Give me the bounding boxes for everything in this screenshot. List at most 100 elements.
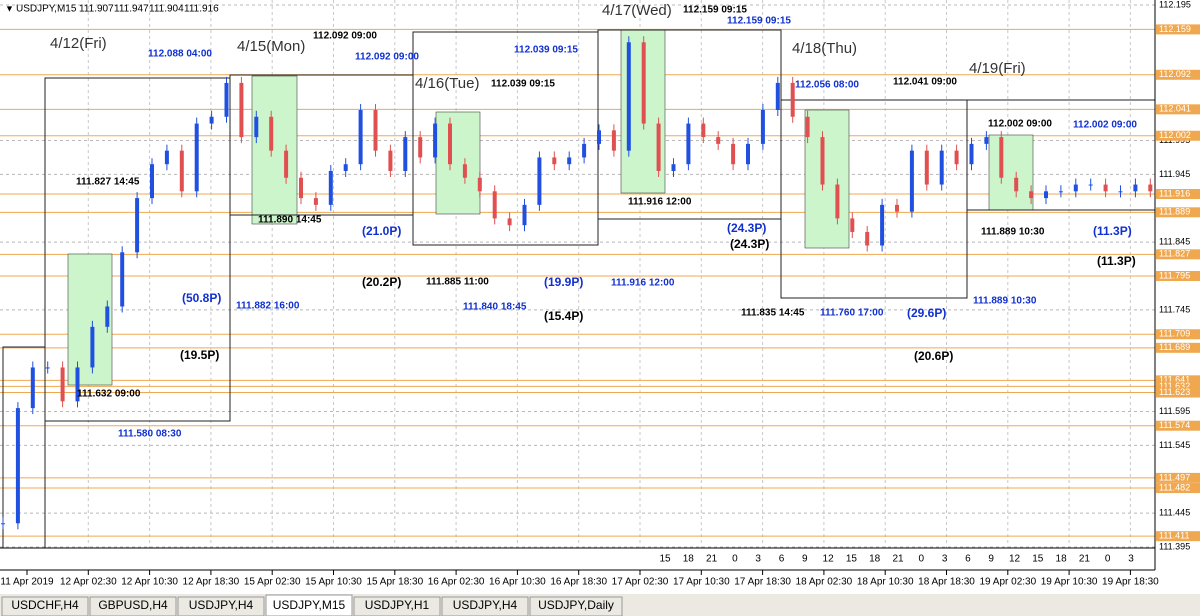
- tab[interactable]: [177, 596, 265, 616]
- level-tag: [1156, 420, 1200, 431]
- annotation: 111.889 10:30: [973, 296, 1037, 307]
- candle: [254, 116, 259, 138]
- level-tag: [1156, 207, 1200, 218]
- level-label: 111.632: [1159, 381, 1190, 391]
- price-tick-label: 111.445: [1159, 508, 1190, 518]
- price-tick-label: 112.195: [1159, 0, 1191, 9]
- level-label: 111.889: [1159, 207, 1190, 217]
- candle: [507, 218, 512, 226]
- level-label: 112.041: [1159, 104, 1191, 114]
- level-tag: [1156, 329, 1200, 340]
- candle: [15, 408, 20, 524]
- hour-label: 18: [1056, 554, 1068, 565]
- candle: [597, 130, 601, 144]
- menu-arrow[interactable]: ▼: [5, 3, 14, 13]
- candle: [1133, 184, 1138, 192]
- hour-label: 21: [706, 554, 718, 565]
- annotation: (11.3P): [1097, 254, 1136, 268]
- candle: [835, 184, 840, 219]
- candle: [30, 367, 35, 409]
- tab[interactable]: [265, 594, 353, 616]
- annotation: (50.8P): [182, 291, 221, 305]
- candle: [611, 130, 616, 151]
- annotation: 112.056 08:00: [795, 80, 859, 91]
- hour-label: 9: [802, 554, 808, 565]
- tab-label[interactable]: USDJPY,H4: [189, 598, 254, 612]
- candle: [522, 204, 527, 226]
- candle: [239, 82, 244, 138]
- tab[interactable]: [441, 596, 529, 616]
- price-tick-label: 111.595: [1159, 406, 1190, 416]
- candle: [1148, 184, 1153, 192]
- price-tick-label: 111.545: [1159, 440, 1190, 450]
- candle: [164, 150, 169, 165]
- tab-label[interactable]: GBPUSD,H4: [98, 598, 168, 612]
- time-label: 19 Apr 10:30: [1041, 577, 1098, 588]
- session-box: [251, 75, 298, 225]
- hour-label: 15: [659, 554, 671, 565]
- candle: [284, 150, 289, 178]
- level-tag: [1156, 381, 1200, 392]
- candle: [299, 177, 303, 199]
- level-tag: [1156, 249, 1200, 260]
- range-box: [44, 77, 231, 422]
- tab[interactable]: [353, 596, 441, 616]
- annotation: 112.088 04:00: [148, 49, 212, 60]
- time-label: 12 Apr 18:30: [183, 577, 240, 588]
- time-label: 15 Apr 10:30: [305, 577, 362, 588]
- tab-label[interactable]: USDCHF,H4: [11, 598, 79, 612]
- level-tag: [1156, 531, 1200, 542]
- hour-label: 18: [869, 554, 881, 565]
- candle: [969, 143, 974, 165]
- hour-label: 12: [1009, 554, 1021, 565]
- level-tag: [1156, 69, 1200, 80]
- tab-label[interactable]: USDJPY,M15: [273, 598, 346, 612]
- candle: [626, 42, 631, 151]
- annotation: 111.916 12:00: [628, 197, 692, 208]
- candle: [60, 367, 65, 402]
- level-tag: [1156, 472, 1200, 483]
- candle: [1103, 184, 1108, 192]
- tab-label[interactable]: USDJPY,H1: [365, 598, 430, 612]
- time-label: 17 Apr 02:30: [612, 577, 669, 588]
- ohlc-value: 111.907: [79, 4, 114, 15]
- candle: [1073, 184, 1078, 192]
- annotation: (21.0P): [362, 224, 401, 238]
- candle: [209, 116, 214, 124]
- annotation: 111.882 16:00: [236, 301, 300, 312]
- candle: [731, 143, 736, 165]
- level-label: 112.002: [1159, 130, 1191, 140]
- annotation: 112.002 09:00: [988, 119, 1052, 130]
- annotation: (20.6P): [914, 349, 953, 363]
- tab-label[interactable]: USDJPY,Daily: [538, 598, 614, 612]
- candle: [313, 198, 318, 205]
- time-label: 16 Apr 10:30: [489, 577, 546, 588]
- annotation: 111.885 11:00: [426, 277, 489, 288]
- time-label: 18 Apr 02:30: [796, 577, 853, 588]
- annotation: 111.632 09:00: [77, 389, 141, 400]
- candle: [45, 367, 50, 369]
- candle: [120, 252, 125, 307]
- hour-label: 6: [965, 554, 971, 565]
- candle: [686, 123, 691, 165]
- level-tag: [1156, 24, 1200, 35]
- candle: [105, 306, 110, 327]
- tab[interactable]: [89, 596, 177, 616]
- hour-label: 9: [988, 554, 994, 565]
- level-tag: [1156, 271, 1200, 281]
- annotation: 111.889 10:30: [981, 227, 1045, 238]
- candle: [537, 157, 542, 205]
- tab[interactable]: [529, 596, 623, 616]
- candle: [954, 150, 959, 165]
- candle: [909, 150, 914, 212]
- annotation: 111.760 17:00: [820, 308, 884, 319]
- annotation: 112.092 09:00: [355, 52, 419, 63]
- tab[interactable]: [1, 596, 89, 616]
- annotation: 112.002 09:00: [1073, 120, 1137, 131]
- time-label: 12 Apr 02:30: [60, 577, 117, 588]
- candle: [924, 150, 929, 185]
- candle: [820, 137, 825, 185]
- candle: [269, 116, 274, 151]
- level-tag: [1156, 104, 1200, 115]
- tab-label[interactable]: USDJPY,H4: [453, 598, 518, 612]
